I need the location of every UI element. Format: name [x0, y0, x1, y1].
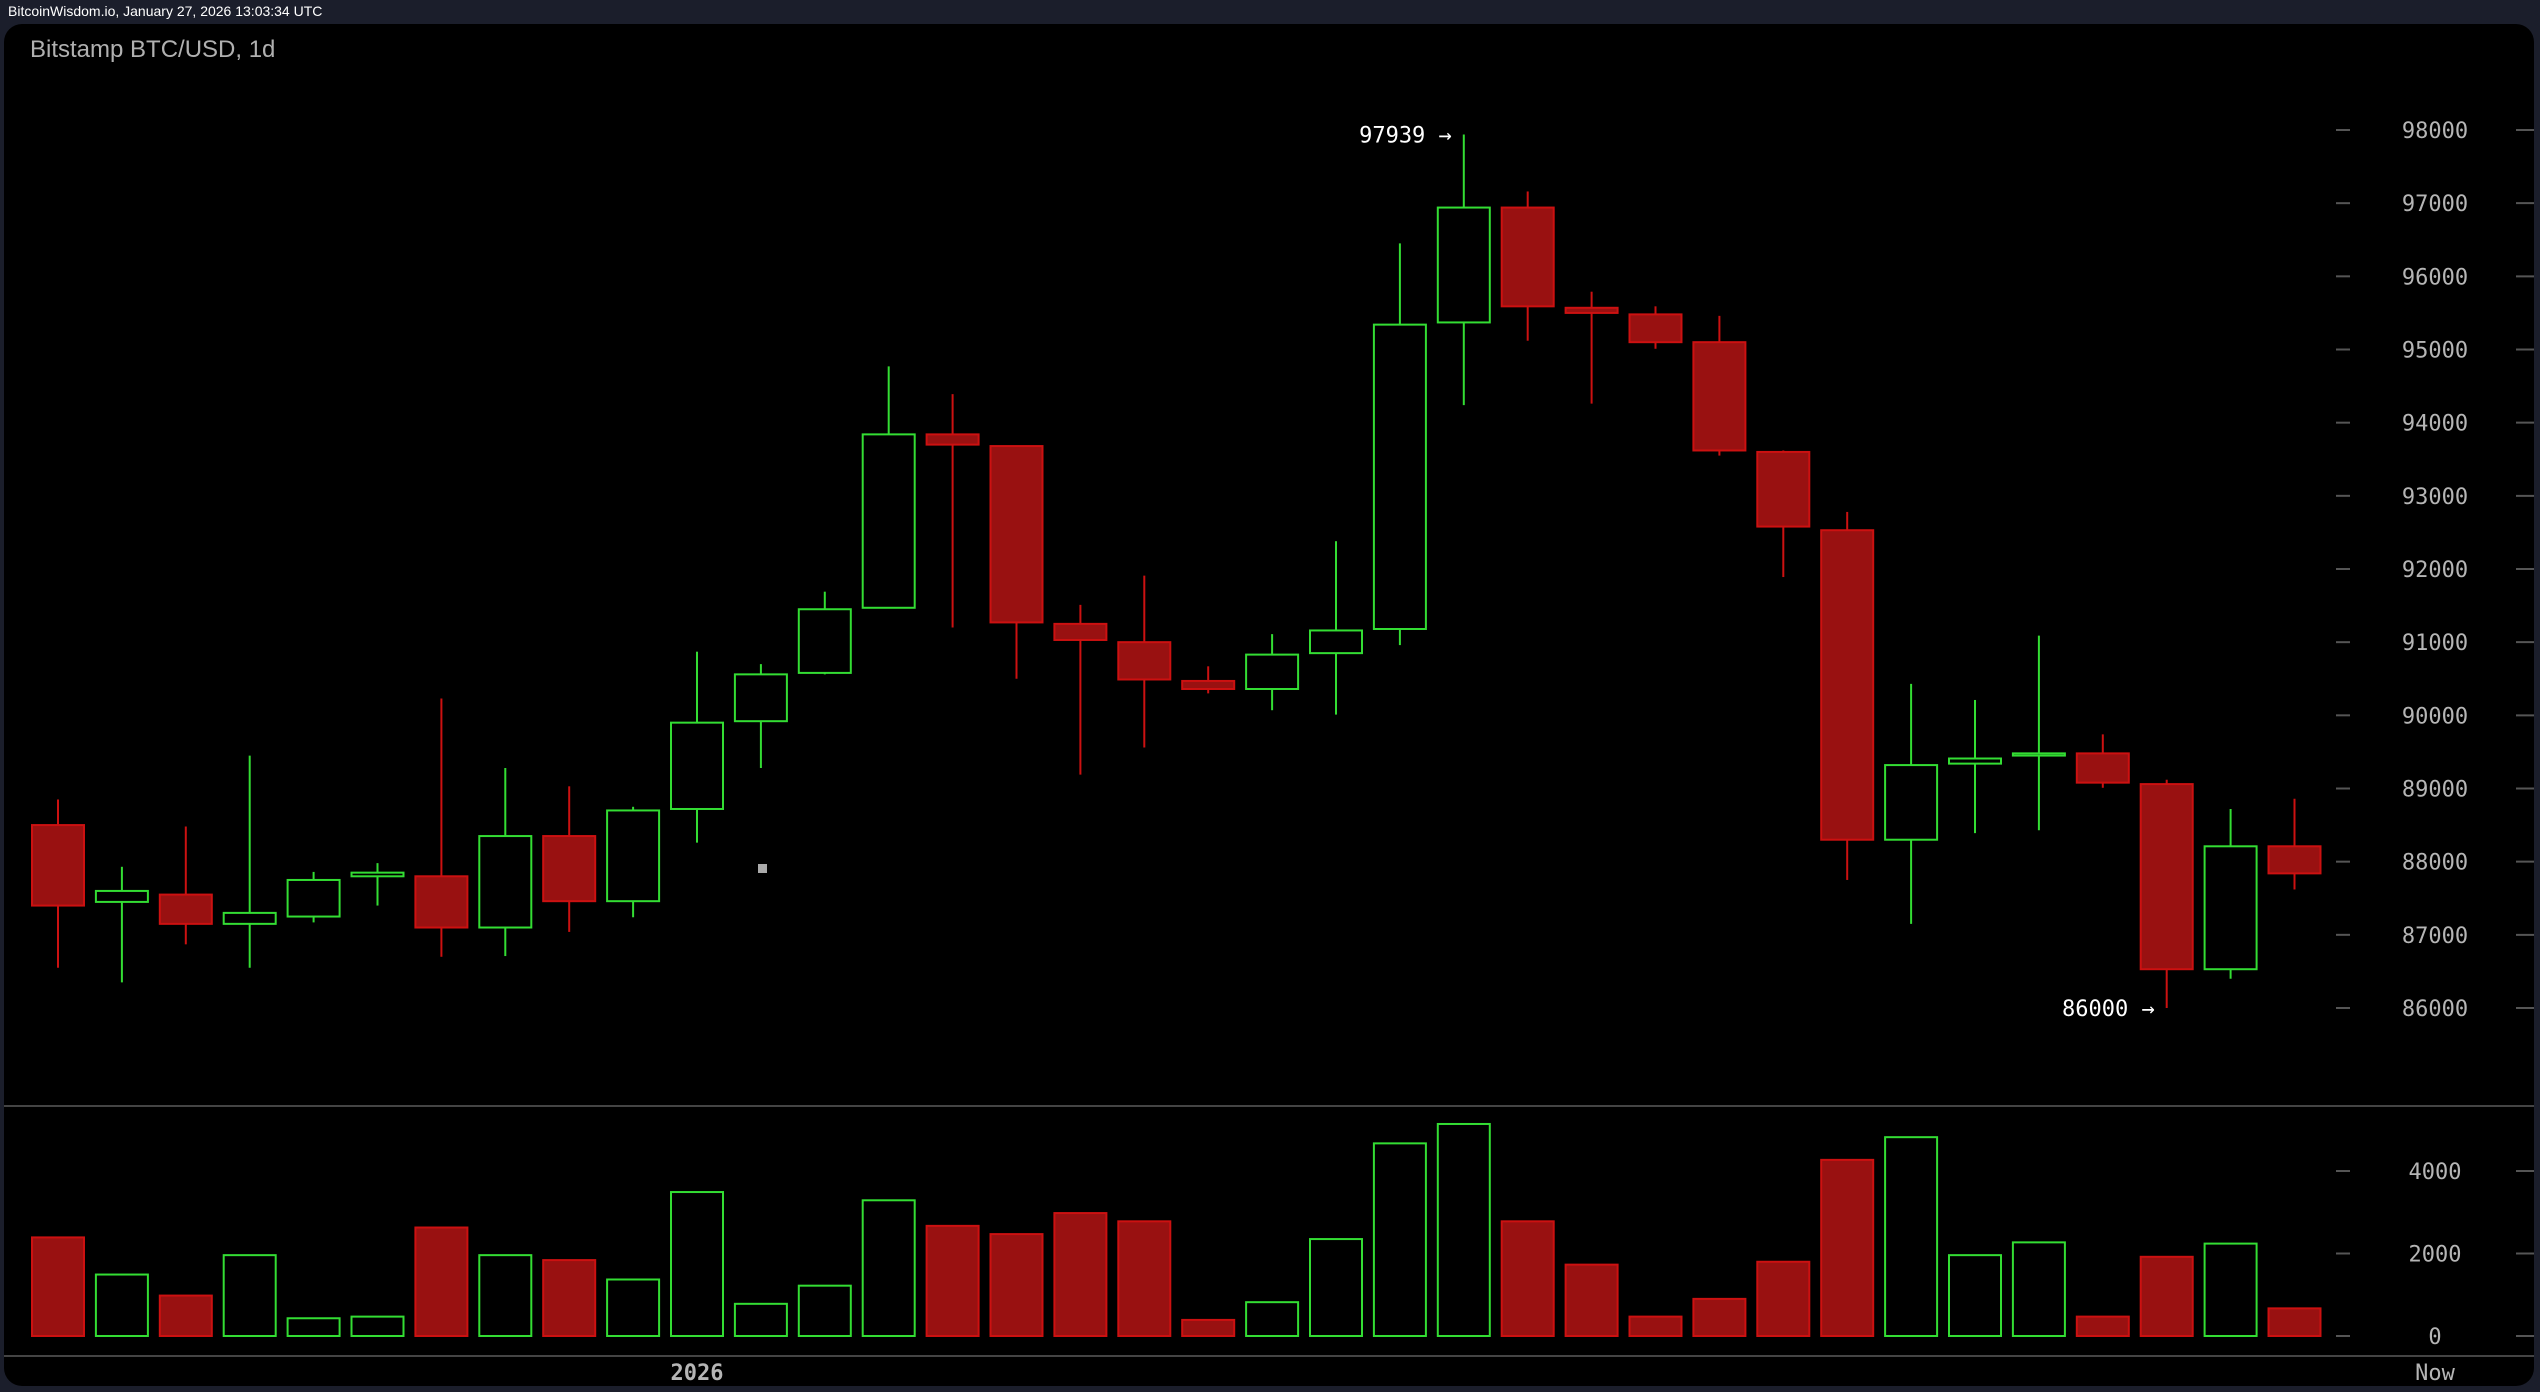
candle-down [1117, 641, 1172, 681]
volume-tick-label: 4000 [2409, 1160, 2462, 1185]
candlestick-chart: 86000 87000 88000 89000 90000 91000 92000 93000… [4, 119, 2534, 1386]
volume-bar-down [1564, 1263, 1619, 1337]
source-timestamp: BitcoinWisdom.io, January 27, 2026 13:03… [8, 3, 323, 19]
candle-down [2139, 783, 2194, 971]
volume-bar-up [1884, 1136, 1939, 1338]
volume-bar-up [733, 1302, 788, 1337]
price-tick-label: 98000 [2402, 119, 2468, 144]
volume-bar-down [2139, 1255, 2194, 1338]
candle-down [542, 835, 597, 903]
candle-down [2075, 752, 2130, 784]
volume-bar-up [350, 1315, 405, 1338]
price-tick-label: 86000 [2402, 997, 2468, 1022]
chart-title: Bitstamp BTC/USD, 1d [30, 36, 276, 63]
volume-bar-down [31, 1236, 85, 1337]
volume-tick-label: 0 [2428, 1325, 2441, 1350]
candle-up [1309, 629, 1363, 655]
volume-bar-down [925, 1224, 980, 1338]
candle-down [158, 893, 213, 925]
candle-down [1692, 341, 1747, 452]
x-tick-label: 2026 [671, 1361, 724, 1386]
volume-bar-down [158, 1294, 213, 1337]
candle-down [2267, 845, 2322, 875]
volume-bar-down [1628, 1315, 1683, 1338]
price-tick-label: 96000 [2402, 265, 2468, 290]
price-tick-label: 94000 [2402, 412, 2468, 437]
volume-bar-down [1756, 1260, 1811, 1337]
price-tick-label: 91000 [2402, 631, 2468, 656]
candle-up [733, 673, 788, 723]
candle-down [1756, 450, 1811, 528]
candle-up [670, 721, 724, 810]
candle-up [350, 871, 405, 878]
candle-up [1436, 206, 1491, 324]
candle-up [222, 911, 277, 925]
candle-down [989, 445, 1044, 624]
volume-bar-up [2203, 1242, 2258, 1337]
volume-bar-up [1372, 1142, 1427, 1338]
candle-down [1500, 206, 1555, 308]
volume-bar-up [670, 1191, 724, 1337]
x-tick-label: Now [2415, 1361, 2455, 1386]
price-tick-label: 88000 [2402, 851, 2468, 876]
volume-bar-down [2075, 1315, 2130, 1338]
volume-bar-up [2011, 1241, 2066, 1338]
candle-down [1564, 306, 1619, 314]
candle-down [1628, 313, 1683, 344]
volume-bar-down [1820, 1158, 1875, 1338]
candle-up [94, 889, 149, 903]
chart-panel: 86000 87000 88000 89000 90000 91000 92000 93000… [4, 24, 2534, 1386]
volume-tick-label: 2000 [2409, 1243, 2462, 1268]
volume-bar-down [1692, 1297, 1747, 1337]
volume-bar-down [989, 1233, 1044, 1338]
candle-down [1181, 679, 1236, 690]
candle-down [414, 875, 469, 929]
volume-bar-up [1948, 1254, 2002, 1338]
candle-up [286, 878, 341, 918]
price-tick-label: 92000 [2402, 558, 2468, 583]
volume-bar-down [542, 1259, 597, 1337]
volume-bar-up [222, 1254, 277, 1338]
volume-bar-up [1436, 1122, 1491, 1337]
price-tick-label: 90000 [2402, 704, 2468, 729]
volume-bar-down [1053, 1212, 1108, 1337]
candle-down [925, 433, 980, 446]
candle-up [797, 608, 852, 674]
candle-down [1820, 529, 1875, 841]
candle-up [1372, 323, 1427, 630]
candle-up [1245, 653, 1300, 690]
candle-up [2203, 845, 2258, 971]
price-annotation: 86000 → [2062, 997, 2155, 1022]
price-tick-label: 93000 [2402, 485, 2468, 510]
volume-bar-up [1309, 1238, 1363, 1337]
marker-dot [758, 864, 767, 873]
candle-up [1948, 757, 2002, 765]
volume-bar-down [414, 1226, 469, 1337]
price-tick-label: 95000 [2402, 339, 2468, 364]
volume-bar-down [1181, 1318, 1236, 1337]
volume-bar-down [1500, 1220, 1555, 1337]
price-tick-label: 97000 [2402, 192, 2468, 217]
candle-up [478, 835, 533, 929]
volume-bar-up [797, 1284, 852, 1338]
volume-bar-up [1245, 1301, 1300, 1338]
volume-bar-up [94, 1273, 149, 1337]
candle-down [31, 824, 85, 907]
price-annotation: 97939 → [1359, 123, 1452, 148]
price-tick-label: 89000 [2402, 778, 2468, 803]
candle-up [1884, 764, 1939, 841]
volume-bar-up [286, 1317, 341, 1337]
candle-up [861, 433, 916, 609]
candle-up [606, 809, 661, 903]
volume-bar-up [478, 1254, 533, 1338]
candle-up [2011, 752, 2066, 757]
price-tick-label: 87000 [2402, 924, 2468, 949]
volume-bar-up [861, 1199, 916, 1337]
volume-bar-down [2267, 1307, 2322, 1338]
volume-bar-up [606, 1278, 661, 1338]
volume-bar-down [1117, 1220, 1172, 1337]
candle-down [1053, 622, 1108, 641]
